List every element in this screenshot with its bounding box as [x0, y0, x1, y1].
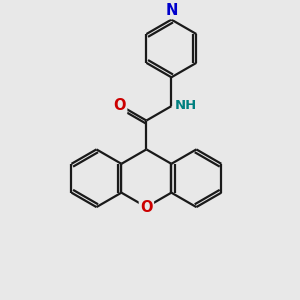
Text: NH: NH [175, 99, 197, 112]
Text: N: N [165, 3, 178, 18]
Text: O: O [140, 200, 153, 214]
Text: O: O [114, 98, 126, 113]
